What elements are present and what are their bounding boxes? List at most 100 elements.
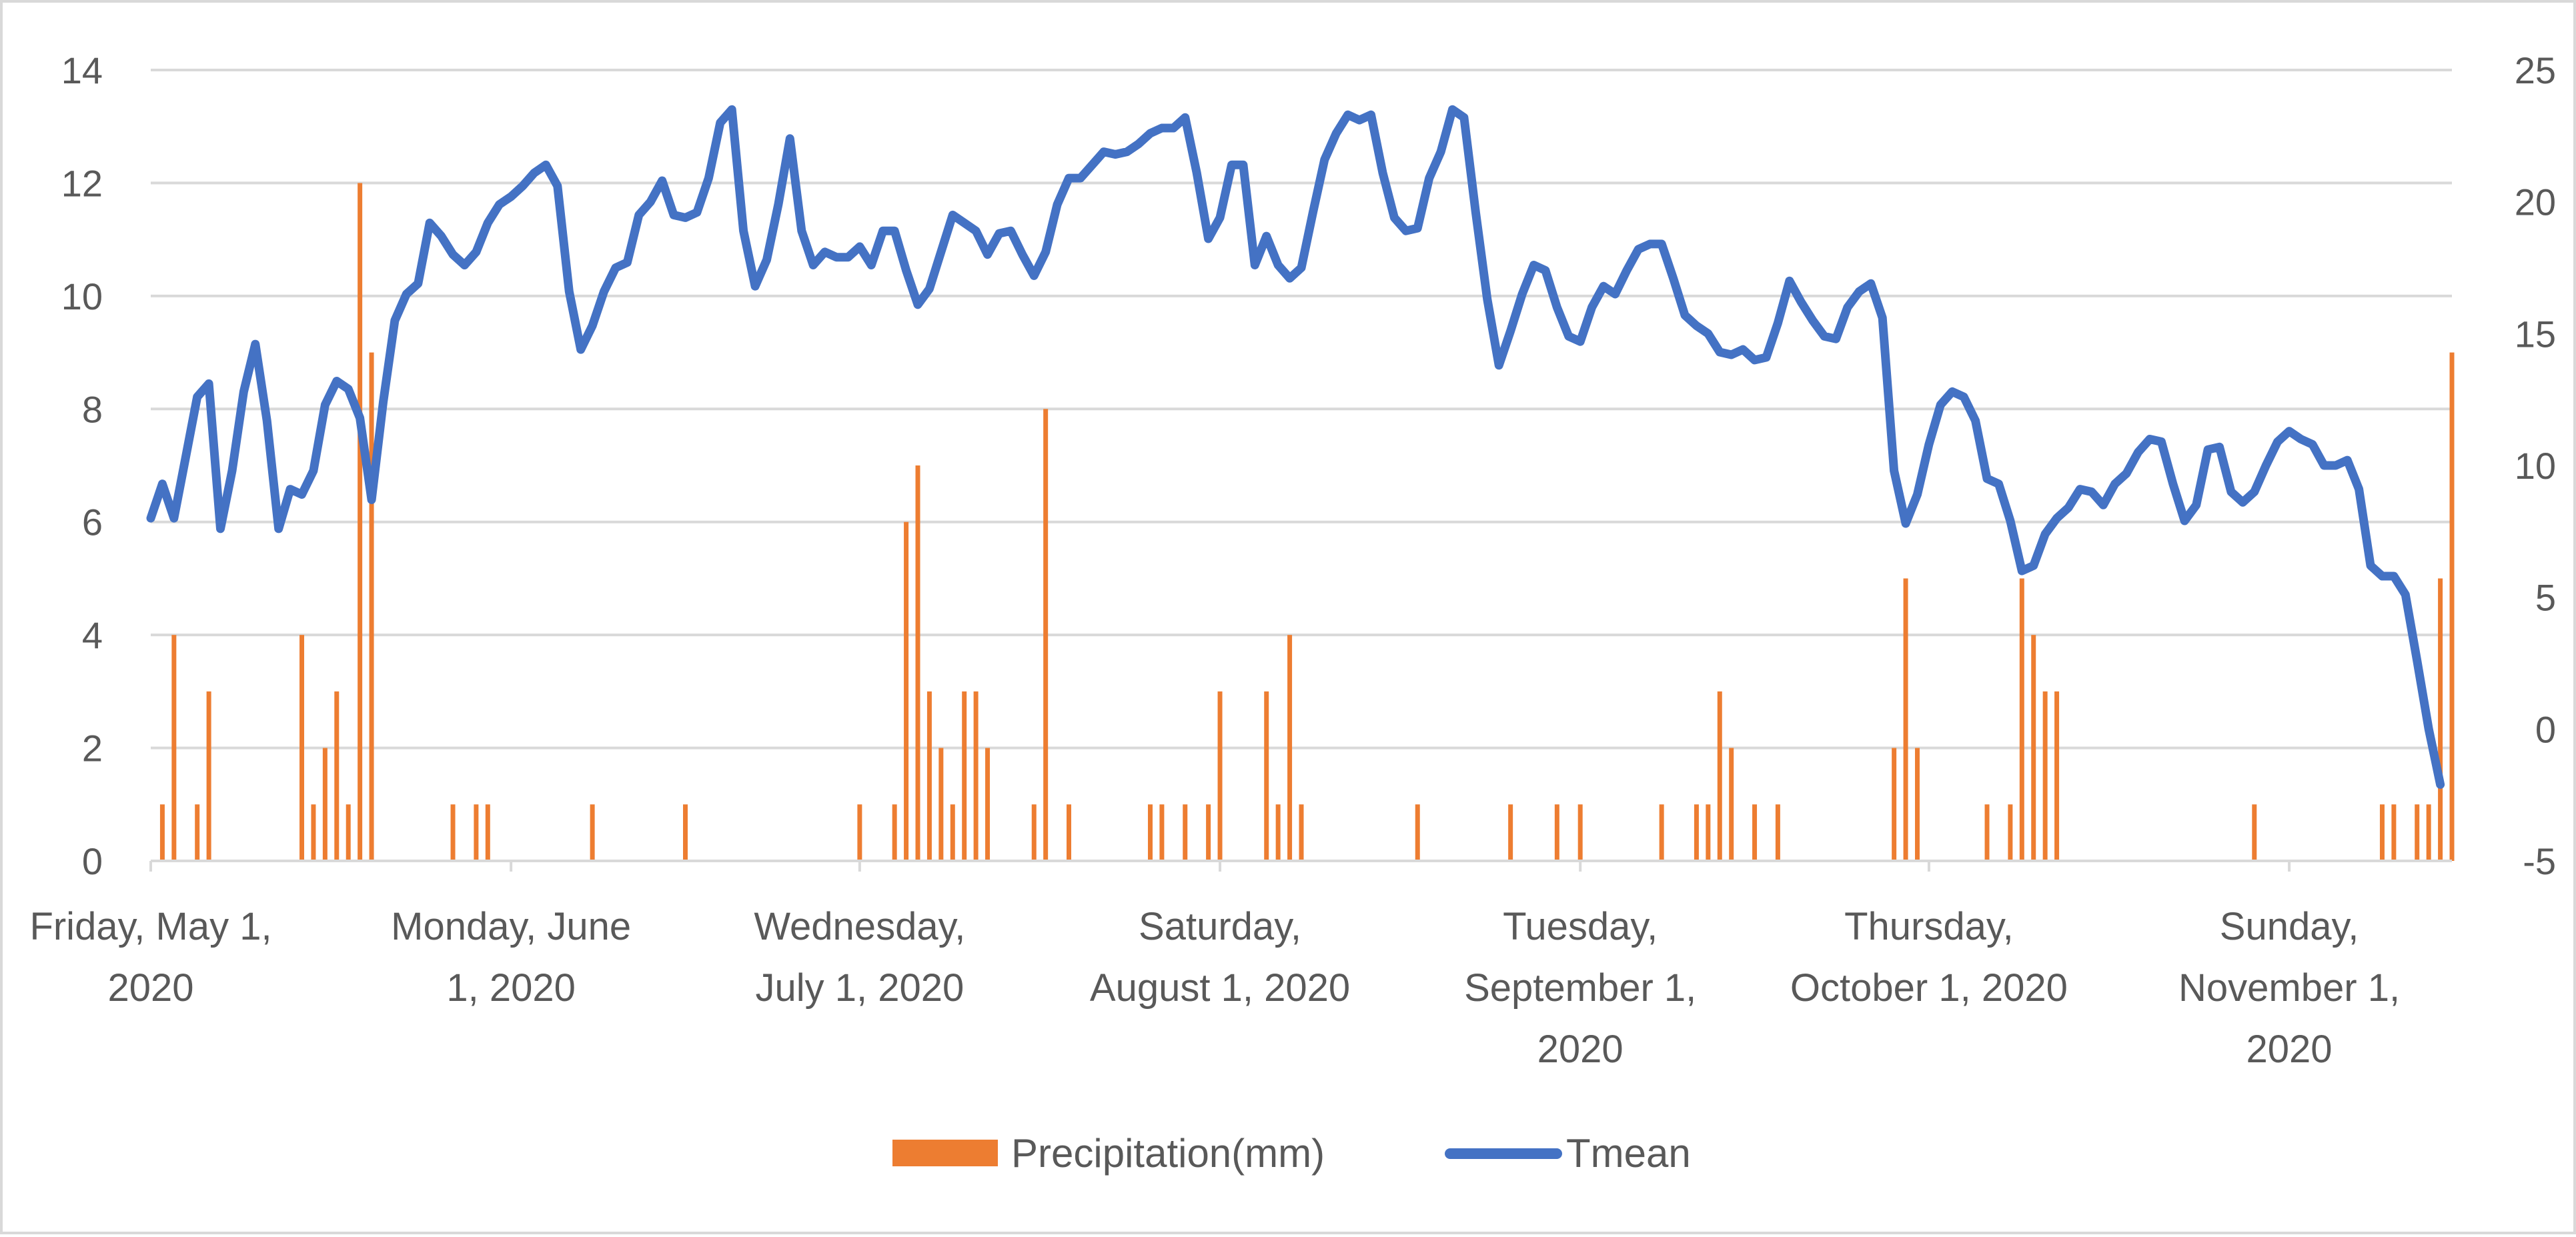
left-axis-tick-label: 6	[82, 501, 103, 543]
legend-tmean-label: Tmean	[1566, 1131, 1691, 1176]
precipitation-bar	[1276, 804, 1281, 861]
legend: Precipitation(mm) Tmean	[892, 1131, 1691, 1176]
right-axis-tick-label: 15	[2515, 313, 2556, 355]
precipitation-bar	[974, 692, 979, 861]
precipitation-bar	[2020, 578, 2024, 861]
precipitation-bar	[1752, 804, 1757, 861]
left-axis-tick-label: 14	[61, 49, 103, 91]
x-axis-tick-label: Sunday, November 1, 2020	[2178, 905, 2400, 1071]
chart-container: 0 2 4 6 8 10 12 14 -5 0 5 10 15 20 25 Friday, May 1, 2…	[0, 0, 2576, 1234]
right-axis-tick-label: 0	[2535, 708, 2556, 750]
precipitation-bar	[451, 804, 456, 861]
left-axis-tick-label: 0	[82, 840, 103, 882]
precipitation-bar	[2391, 804, 2396, 861]
precipitation-bar	[1694, 804, 1699, 861]
precipitation-bar	[1729, 748, 1734, 861]
legend-precipitation-label: Precipitation(mm)	[1011, 1131, 1325, 1176]
precipitation-bar	[2450, 353, 2455, 861]
precipitation-bar	[892, 804, 897, 861]
x-axis-tick-label: Saturday, August 1, 2020	[1090, 905, 1350, 1010]
left-axis-tick-label: 4	[82, 614, 103, 656]
precipitation-bar	[916, 465, 920, 861]
precipitation-bar	[160, 804, 165, 861]
precipitation-bar	[1159, 804, 1164, 861]
precipitation-bar	[683, 804, 688, 861]
left-axis-tick-label: 10	[61, 275, 103, 317]
precipitation-bar	[927, 692, 932, 861]
precipitation-bar	[1264, 692, 1269, 861]
precipitation-bar	[1206, 804, 1211, 861]
precipitation-bar	[195, 804, 199, 861]
tmean-line-layer	[151, 109, 2441, 784]
precipitation-bar	[962, 692, 967, 861]
precipitation-bar	[346, 804, 351, 861]
precipitation-bar	[1904, 578, 1908, 861]
precipitation-bar	[358, 183, 362, 861]
precipitation-bar	[904, 522, 908, 861]
tmean-line	[151, 109, 2441, 784]
precipitation-bar	[590, 804, 595, 861]
right-axis-tick-label: -5	[2523, 840, 2556, 882]
precipitation-bar	[311, 804, 315, 861]
x-axis-tick-label: Friday, May 1, 2020	[29, 905, 271, 1010]
precipitation-bar	[2031, 635, 2036, 861]
precipitation-bar	[2252, 804, 2257, 861]
precipitation-bar	[1032, 804, 1037, 861]
right-axis-tick-label: 20	[2515, 181, 2556, 223]
precipitation-bar	[2380, 804, 2385, 861]
precipitation-bar	[1776, 804, 1780, 861]
precipitation-bar	[2043, 692, 2048, 861]
legend-precipitation-swatch	[892, 1140, 998, 1166]
precipitation-bar	[950, 804, 955, 861]
precipitation-bar	[985, 748, 990, 861]
precipitation-bar	[2415, 804, 2419, 861]
x-axis-tick-label: Monday, June 1, 2020	[391, 905, 631, 1010]
precipitation-bar	[1985, 804, 1990, 861]
x-axis-tick-label: Thursday, October 1, 2020	[1790, 905, 2068, 1010]
left-y-axis: 0 2 4 6 8 10 12 14	[61, 49, 103, 882]
left-axis-tick-label: 2	[82, 728, 103, 770]
precipitation-bar	[323, 748, 328, 861]
precipitation-bar	[1508, 804, 1513, 861]
precipitation-bar	[299, 635, 304, 861]
precipitation-bar	[2438, 578, 2443, 861]
combo-chart: 0 2 4 6 8 10 12 14 -5 0 5 10 15 20 25 Friday, May 1, 2…	[3, 3, 2576, 1237]
right-y-axis: -5 0 5 10 15 20 25	[2515, 49, 2556, 882]
x-axis	[151, 861, 2452, 872]
gridlines	[151, 70, 2452, 748]
left-axis-tick-label: 8	[82, 388, 103, 430]
precipitation-bar	[1148, 804, 1153, 861]
precipitation-bar	[2008, 804, 2012, 861]
left-axis-tick-label: 12	[61, 162, 103, 204]
precipitation-bar	[474, 804, 478, 861]
precipitation-bar	[1892, 748, 1896, 861]
precipitation-bar	[1067, 804, 1071, 861]
precipitation-bar	[1915, 748, 1920, 861]
precipitation-bar	[2054, 692, 2059, 861]
precipitation-bar	[1299, 804, 1304, 861]
precipitation-bar	[1555, 804, 1559, 861]
precipitation-bar	[1660, 804, 1664, 861]
x-axis-tick-label: Wednesday, July 1, 2020	[754, 905, 965, 1010]
x-axis-labels: Friday, May 1, 2020 Monday, June 1, 2020 Wed…	[29, 905, 2400, 1071]
precipitation-bar	[1415, 804, 1420, 861]
precipitation-bar	[1218, 692, 1223, 861]
precipitation-bar	[1287, 635, 1292, 861]
precipitation-bar	[1706, 804, 1710, 861]
precipitation-bar	[1578, 804, 1583, 861]
precipitation-bar	[370, 353, 374, 861]
precipitation-bar	[486, 804, 490, 861]
precipitation-bar	[2427, 804, 2431, 861]
x-axis-tick-label: Tuesday, September 1, 2020	[1464, 905, 1696, 1071]
right-axis-tick-label: 5	[2535, 577, 2556, 619]
precipitation-bar	[207, 692, 211, 861]
precipitation-bar	[1183, 804, 1187, 861]
precipitation-bar	[1718, 692, 1722, 861]
precipitation-bar	[857, 804, 862, 861]
right-axis-tick-label: 25	[2515, 49, 2556, 91]
precipitation-bar	[334, 692, 339, 861]
precipitation-bar	[938, 748, 943, 861]
precipitation-bar	[171, 635, 176, 861]
precipitation-bar	[1043, 409, 1048, 861]
right-axis-tick-label: 10	[2515, 445, 2556, 487]
